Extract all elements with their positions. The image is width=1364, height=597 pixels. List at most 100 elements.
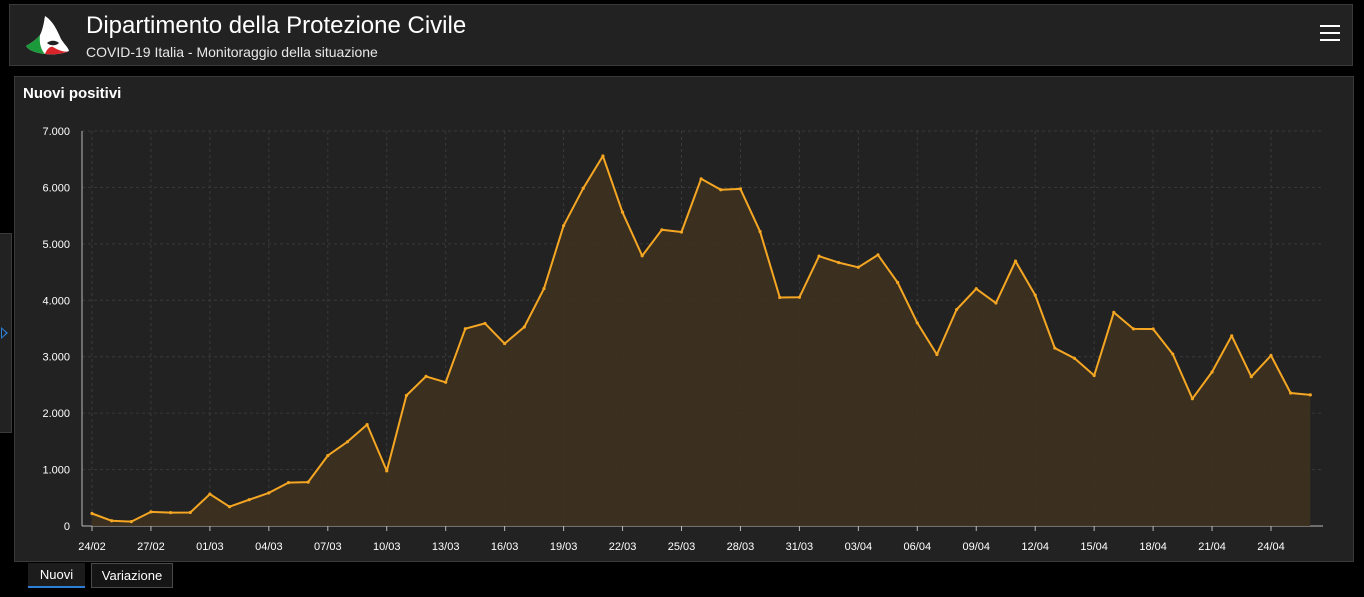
data-point: [581, 186, 585, 190]
data-point: [1151, 327, 1155, 331]
data-point: [856, 265, 860, 269]
data-point: [1092, 373, 1096, 378]
y-tick-label: 1.000: [42, 465, 70, 477]
data-point: [1072, 356, 1077, 360]
data-point: [503, 341, 507, 346]
data-point: [738, 187, 743, 191]
y-tick-label: 5.000: [42, 239, 70, 251]
x-tick-label: 15/04: [1080, 541, 1108, 553]
data-point: [149, 510, 153, 514]
data-point: [326, 454, 330, 458]
data-point: [1249, 375, 1253, 379]
x-tick-label: 01/03: [196, 541, 224, 553]
x-tick-label: 10/03: [373, 541, 401, 553]
series-area: [92, 156, 1311, 526]
data-point: [797, 295, 802, 299]
data-point: [1308, 393, 1312, 397]
x-tick-label: 21/04: [1198, 541, 1226, 553]
data-point: [1190, 397, 1194, 401]
x-tick-label: 12/04: [1021, 541, 1049, 553]
data-point: [699, 177, 703, 181]
data-point: [247, 498, 251, 502]
data-point: [227, 505, 232, 509]
data-point: [1269, 353, 1273, 358]
expand-arrow-icon: [1, 327, 8, 339]
x-tick-label: 07/03: [314, 541, 342, 553]
data-point: [444, 380, 448, 384]
app-subtitle: COVID-19 Italia - Monitoraggio della sit…: [86, 44, 378, 60]
x-tick-label: 22/03: [609, 541, 637, 553]
x-tick-label: 19/03: [550, 541, 578, 553]
x-tick-label: 18/04: [1139, 541, 1167, 553]
data-point: [522, 325, 526, 329]
data-point: [1112, 310, 1116, 314]
data-point: [896, 280, 900, 285]
data-point: [935, 352, 939, 357]
hamburger-menu-icon[interactable]: [1320, 25, 1340, 41]
data-point: [562, 224, 566, 228]
data-point: [1013, 259, 1018, 263]
x-tick-label: 24/04: [1257, 541, 1285, 553]
data-point: [1289, 391, 1293, 395]
data-point: [1053, 346, 1057, 350]
data-point: [679, 230, 684, 234]
chart-title: Nuovi positivi: [23, 85, 122, 102]
data-point: [620, 210, 625, 214]
data-point: [660, 228, 664, 232]
chart-panel: Nuovi positivi 0 1.000 2.000 3.000 4.000 5.00…: [14, 76, 1354, 562]
side-panel-toggle[interactable]: [0, 233, 12, 433]
x-tick-label: 04/03: [255, 541, 283, 553]
data-point: [424, 374, 428, 379]
app-title: Dipartimento della Protezione Civile: [86, 12, 467, 39]
y-tick-label: 6.000: [42, 182, 70, 194]
new-positives-chart: 0 1.000 2.000 3.000 4.000 5.000 6.000 7.000 24/0…: [42, 126, 1323, 553]
data-point: [483, 321, 487, 326]
x-tick-label: 09/04: [962, 541, 990, 553]
data-point: [994, 301, 998, 305]
data-point: [110, 519, 114, 523]
data-point: [837, 260, 841, 265]
data-point: [915, 321, 919, 325]
app-header: Dipartimento della Protezione Civile COV…: [9, 4, 1353, 66]
data-point: [542, 287, 546, 291]
data-point: [778, 295, 782, 300]
data-point: [1131, 327, 1136, 331]
tab-nuovi[interactable]: Nuovi: [28, 563, 85, 588]
civil-protection-logo-icon: [26, 16, 69, 55]
data-point: [955, 307, 959, 312]
x-tick-label: 06/04: [904, 541, 932, 553]
data-point: [208, 492, 212, 496]
data-point: [601, 154, 605, 158]
data-point: [129, 519, 133, 524]
y-tick-label: 4.000: [42, 295, 70, 307]
data-point: [90, 511, 94, 516]
tab-variazione[interactable]: Variazione: [91, 563, 173, 588]
data-point: [385, 469, 389, 473]
data-point: [365, 422, 369, 427]
data-point: [719, 188, 723, 192]
x-tick-label: 13/03: [432, 541, 460, 553]
x-tick-label: 24/02: [78, 541, 106, 553]
x-tick-label: 31/03: [786, 541, 814, 553]
data-point: [1230, 334, 1234, 338]
data-point: [404, 393, 408, 398]
data-point: [974, 287, 978, 291]
data-point: [1210, 370, 1214, 374]
x-tick-label: 28/03: [727, 541, 755, 553]
x-tick-label: 03/04: [845, 541, 873, 553]
data-point: [306, 480, 310, 484]
data-point: [1033, 293, 1037, 297]
x-tick-label: 25/03: [668, 541, 696, 553]
data-point: [640, 254, 644, 258]
data-point: [463, 327, 467, 331]
data-point: [817, 254, 821, 258]
y-tick-label: 0: [64, 521, 70, 533]
y-tick-label: 3.000: [42, 352, 70, 364]
x-tick-label: 16/03: [491, 541, 519, 553]
y-tick-label: 2.000: [42, 408, 70, 420]
data-point: [286, 481, 291, 485]
data-point: [876, 253, 880, 257]
data-point: [758, 230, 762, 234]
x-tick-label: 27/02: [137, 541, 165, 553]
data-point: [188, 510, 192, 515]
